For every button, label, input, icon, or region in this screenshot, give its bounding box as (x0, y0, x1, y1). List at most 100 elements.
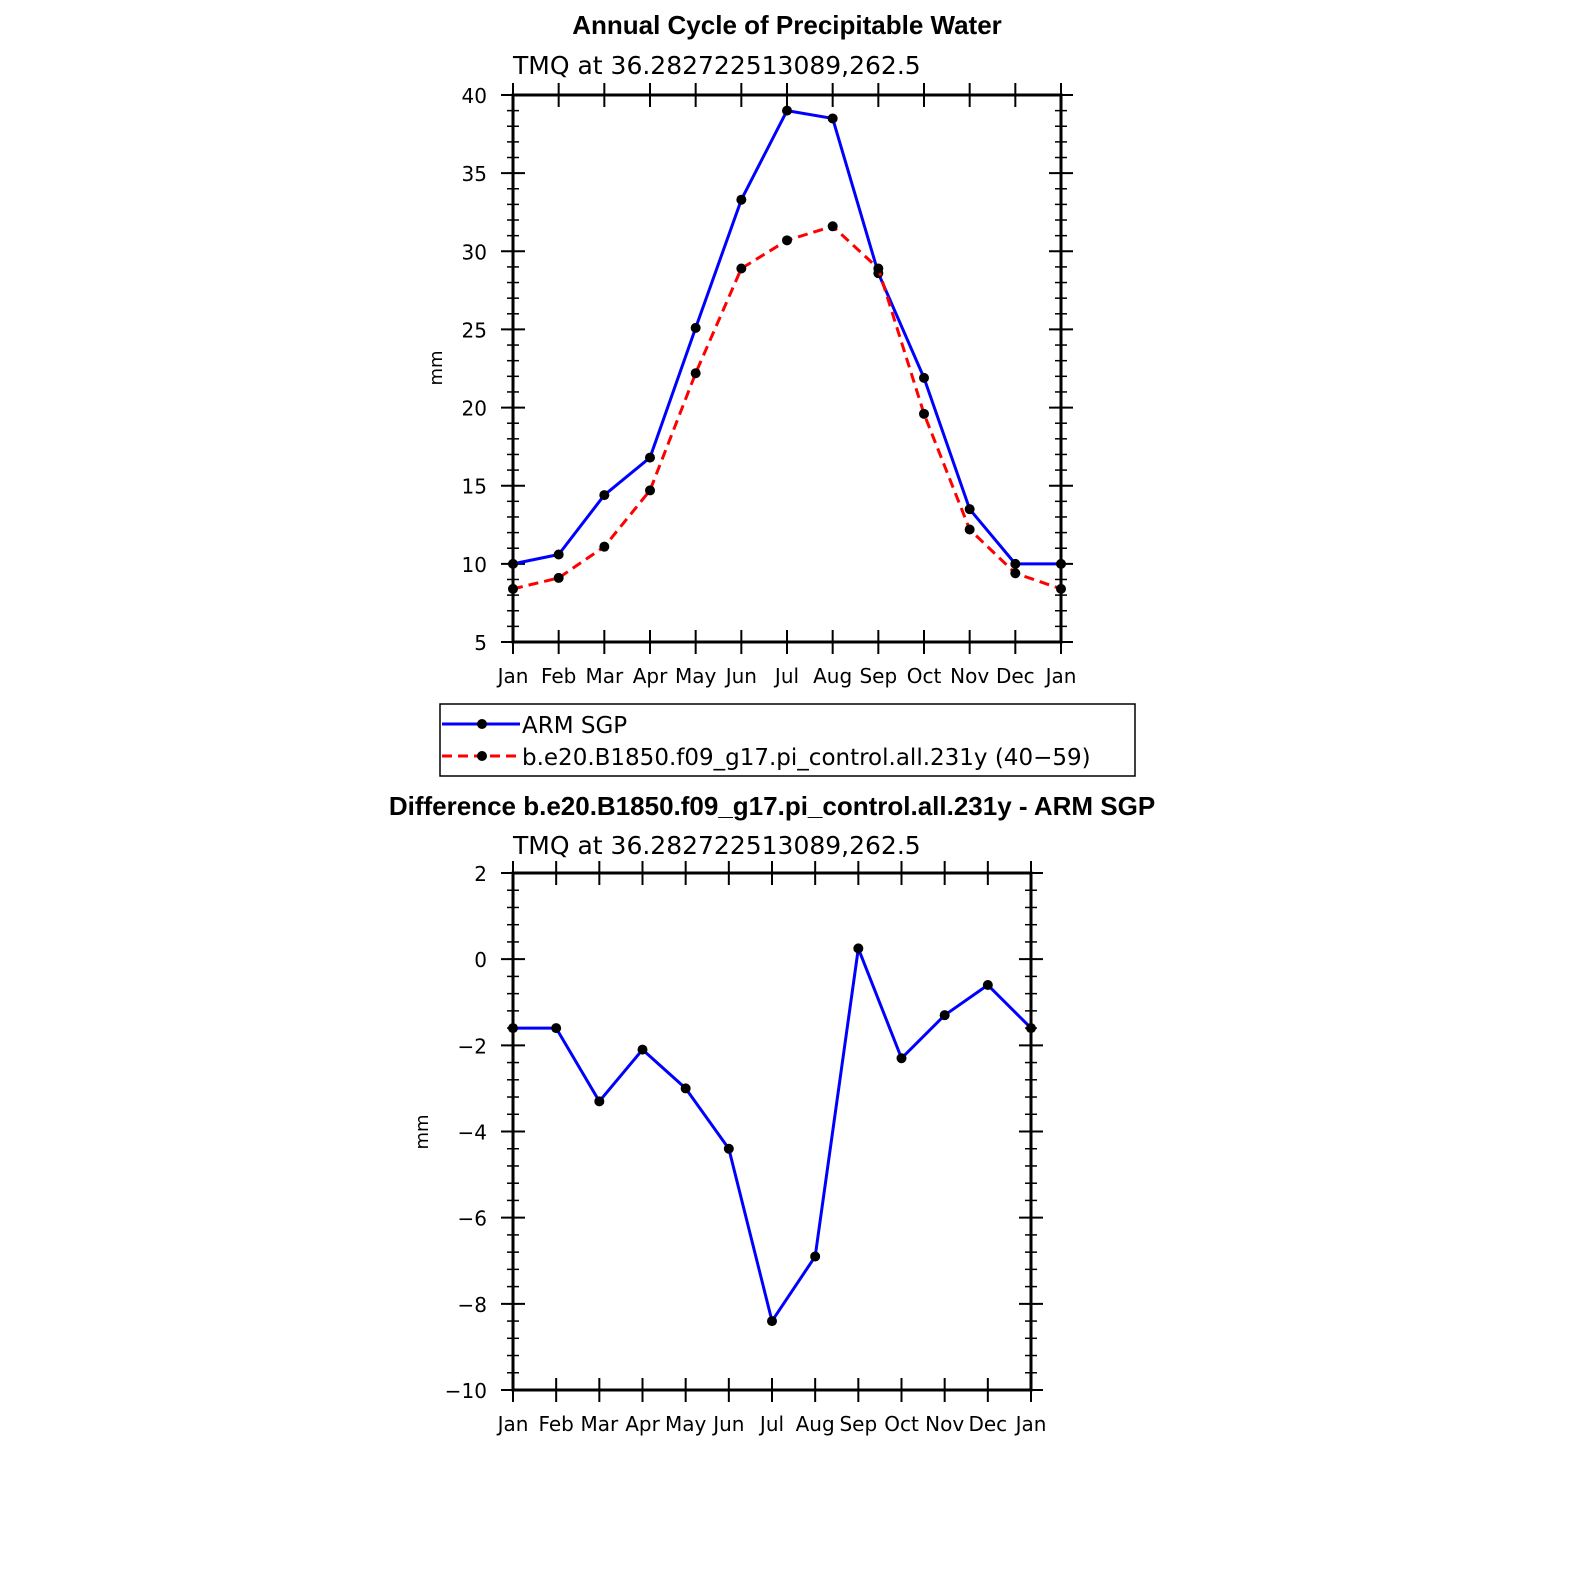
y-tick-label: 30 (462, 240, 487, 264)
data-point (680, 1083, 691, 1094)
x-tick-label: Feb (541, 664, 576, 688)
x-tick-label: Jun (711, 1412, 744, 1436)
legend-marker (477, 719, 487, 729)
data-point (782, 235, 792, 246)
x-tick-labels: Jan Feb Mar Apr May Jun Jul Aug Sep Oct Nov Dec Jan (496, 1412, 1047, 1436)
data-point (853, 943, 864, 954)
legend-entry-model: b.e20.B1850.f09_g17.pi_control.all.231y … (442, 745, 1091, 771)
data-point (873, 263, 884, 274)
y-tick-label: 2 (474, 862, 487, 886)
data-point (599, 490, 610, 501)
data-point (1010, 558, 1021, 569)
x-tick-label: Jul (773, 664, 799, 688)
data-point (939, 1010, 950, 1021)
series-line-1 (512, 224, 1062, 591)
plot-frame (511, 93, 1063, 644)
x-tick-label: Nov (925, 1412, 964, 1436)
x-tick-label: May (665, 1412, 707, 1436)
data-point (637, 1044, 648, 1055)
chart-title: Difference b.e20.B1850.f09_g17.pi_contro… (389, 791, 1155, 821)
x-tick-label: Apr (633, 664, 668, 688)
legend-label: ARM SGP (522, 713, 627, 739)
annual-cycle-chart: Annual Cycle of Precipitable Water TMQ a… (426, 10, 1076, 688)
data-point (896, 1053, 907, 1064)
x-tick-label: Jun (724, 664, 757, 688)
legend-marker (477, 751, 487, 761)
x-tick-label: Apr (625, 1412, 660, 1436)
legend-entry-arm-sgp: ARM SGP (442, 713, 627, 739)
y-tick-label: 10 (462, 553, 487, 577)
data-point (827, 113, 838, 124)
series-layer (508, 105, 1066, 594)
y-tick-label: 15 (462, 475, 487, 499)
legend-box (439, 703, 1136, 777)
difference-chart: Difference b.e20.B1850.f09_g17.pi_contro… (389, 791, 1155, 1436)
data-point (736, 263, 747, 274)
data-point (553, 549, 564, 560)
data-point (690, 368, 701, 379)
data-point (645, 485, 655, 496)
y-tick-label: 20 (462, 397, 487, 421)
x-tick-label: Jul (758, 1412, 784, 1436)
x-tick-label: Feb (538, 1412, 573, 1436)
data-point (767, 1316, 777, 1327)
data-point (982, 980, 993, 991)
data-point (964, 504, 975, 515)
x-tick-label: Nov (950, 664, 989, 688)
data-point (810, 1251, 821, 1262)
y-tick-label: −8 (458, 1293, 487, 1317)
y-tick-label: −2 (458, 1034, 487, 1058)
legend-label: b.e20.B1850.f09_g17.pi_control.all.231y … (522, 745, 1091, 771)
axis-ticks (501, 83, 1073, 654)
y-tick-label: −10 (445, 1379, 487, 1403)
data-point (599, 541, 610, 552)
y-tick-label: 5 (474, 631, 487, 655)
x-tick-label: Oct (907, 664, 942, 688)
y-axis-label: mm (426, 350, 447, 385)
series-layer (508, 943, 1036, 1327)
data-point (1010, 568, 1021, 579)
x-tick-label: Jan (496, 1412, 529, 1436)
data-point (782, 105, 792, 116)
chart-subtitle: TMQ at 36.282722513089,262.5 (512, 51, 921, 80)
data-point (736, 194, 747, 205)
x-tick-label: Aug (813, 664, 852, 688)
y-tick-label: −4 (458, 1121, 487, 1145)
data-point (919, 372, 929, 383)
x-tick-label: Jan (1014, 1412, 1047, 1436)
data-point (690, 322, 701, 333)
data-point (827, 221, 838, 232)
x-tick-label: Jan (1044, 664, 1077, 688)
y-tick-labels: −10 −8 −6 −4 −2 0 2 (445, 862, 487, 1403)
x-tick-label: Mar (585, 664, 624, 688)
x-tick-label: Jan (496, 664, 529, 688)
chart-title: Annual Cycle of Precipitable Water (572, 10, 1002, 40)
series-line-0 (512, 109, 1061, 566)
data-point (645, 452, 655, 463)
y-tick-label: 40 (462, 84, 487, 108)
x-tick-label: Sep (839, 1412, 877, 1436)
chart-subtitle: TMQ at 36.282722513089,262.5 (512, 831, 921, 860)
series-line-0 (513, 946, 1033, 1323)
data-point (964, 524, 975, 535)
data-point (919, 408, 929, 419)
y-tick-label: 0 (474, 948, 487, 972)
y-tick-label: −6 (458, 1207, 487, 1231)
x-tick-labels: Jan Feb Mar Apr May Jun Jul Aug Sep Oct Nov Dec Jan (496, 664, 1077, 688)
x-tick-label: Dec (968, 1412, 1007, 1436)
data-point (551, 1023, 562, 1034)
x-tick-label: Oct (884, 1412, 919, 1436)
y-tick-label: 35 (462, 162, 487, 186)
x-tick-label: Sep (859, 664, 897, 688)
x-tick-label: May (675, 664, 717, 688)
y-tick-label: 25 (462, 318, 487, 342)
data-point (594, 1096, 605, 1107)
legend: ARM SGP b.e20.B1850.f09_g17.pi_control.a… (439, 703, 1136, 777)
data-point (723, 1143, 734, 1154)
x-tick-label: Dec (996, 664, 1035, 688)
y-axis-label: mm (412, 1114, 433, 1149)
plot-frame (511, 871, 1033, 1392)
x-tick-label: Mar (580, 1412, 619, 1436)
data-point (553, 572, 564, 583)
